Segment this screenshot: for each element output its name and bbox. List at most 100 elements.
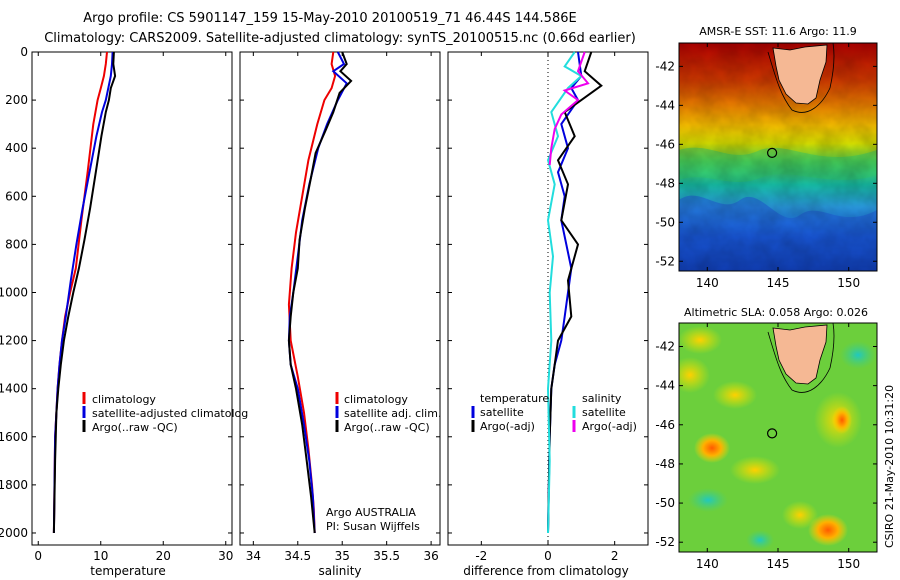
y-tick-label: 0: [20, 45, 28, 59]
lat-tick-label: -52: [655, 254, 675, 268]
x-tick-label: 2: [611, 549, 619, 563]
sla-lon-ticks: 140 145 150: [696, 323, 860, 571]
x-tick-label: 35.5: [373, 549, 400, 563]
sst-map: AMSR-E SST: 11.6 Argo: 11.9 -42 -44 -46 -48…: [655, 25, 878, 290]
salinity-panel: 34 34.5 35 35.5 36 salinity climatology sate…: [239, 51, 441, 578]
lon-tick-label: 150: [837, 557, 860, 571]
argo-float-marker: [766, 428, 778, 439]
depth-axis-ticks: 0 200 400 600 800 1000 1200 1400 1600 1800 2000: [0, 45, 648, 540]
x-tick-label: 30: [218, 549, 233, 563]
sla-anomaly-blob: [832, 406, 852, 434]
y-tick-label: 600: [5, 189, 28, 203]
y-tick-label: 1200: [0, 334, 28, 348]
x-tick-label: 36: [423, 549, 438, 563]
legend-argo-label: Argo(..raw -QC): [344, 421, 430, 434]
sla-lat-ticks: -42 -44 -46 -48 -50 -52: [655, 339, 877, 549]
salinity-axis-label: salinity: [318, 564, 361, 578]
lon-tick-label: 145: [767, 276, 790, 290]
x-tick-label: -2: [475, 549, 487, 563]
temperature-axis-label: temperature: [90, 564, 165, 578]
legend-temperature-title: temperature: [480, 392, 549, 405]
sla-map-title: Altimetric SLA: 0.058 Argo: 0.026: [684, 306, 868, 319]
salinity-legend: climatology satellite adj. clim. Argo(..…: [335, 392, 441, 434]
lat-tick-label: -50: [655, 496, 675, 510]
difference-panel: -2 0 2 difference from climatology tempera…: [447, 51, 649, 578]
sla-anomaly-blob: [782, 501, 818, 529]
series-line-salinity-argo-adj: [548, 51, 590, 166]
x-tick-label: 10: [93, 549, 108, 563]
lat-tick-label: -48: [655, 457, 675, 471]
y-tick-label: 1000: [0, 285, 28, 299]
y-tick-label: 800: [5, 237, 28, 251]
legend-temp-satellite-label: satellite: [480, 406, 524, 419]
tasmania-land: [772, 324, 828, 385]
difference-axis-ticks: -2 0 2: [475, 52, 618, 563]
series-line-argo-raw-qc: [287, 51, 353, 534]
series-line-argo-raw-qc: [52, 51, 117, 534]
lat-tick-label: -46: [655, 137, 675, 151]
y-tick-label: 1600: [0, 430, 28, 444]
legend-satellite-label: satellite-adjusted climatolog: [92, 407, 248, 420]
lat-tick-label: -50: [655, 215, 675, 229]
argo-float-marker: [766, 147, 778, 158]
lat-tick-label: -42: [655, 59, 675, 73]
sla-anomaly-blob: [730, 456, 780, 484]
tasmania-land: [772, 44, 828, 105]
sla-anomaly-blob: [808, 514, 848, 546]
legend-climatology-label: climatology: [344, 393, 408, 406]
x-tick-label: 34: [246, 549, 261, 563]
lon-tick-label: 140: [696, 557, 719, 571]
legend-sal-satellite-label: satellite: [582, 406, 626, 419]
sst-lat-ticks: -42 -44 -46 -48 -50 -52: [655, 59, 877, 268]
legend-satellite-label: satellite adj. clim.: [344, 407, 441, 420]
legend-salinity-title: salinity: [582, 392, 622, 405]
lon-tick-label: 145: [767, 557, 790, 571]
y-tick-label: 1400: [0, 382, 28, 396]
sla-anomaly-blob: [840, 341, 876, 369]
y-tick-label: 400: [5, 141, 28, 155]
sla-anomaly-blob: [679, 357, 710, 393]
lat-tick-label: -52: [655, 535, 675, 549]
y-tick-label: 1800: [0, 478, 28, 492]
sst-map-title: AMSR-E SST: 11.6 Argo: 11.9: [699, 25, 857, 38]
figure-title-line1: Argo profile: CS 5901147_159 15-May-2010…: [83, 11, 576, 26]
y-tick-label: 2000: [0, 526, 28, 540]
lon-tick-label: 140: [696, 276, 719, 290]
sla-anomaly-blob: [746, 530, 774, 550]
sla-anomaly-blob: [694, 433, 730, 463]
sla-anomaly-blob: [713, 381, 757, 409]
difference-legend: temperature satellite Argo(-adj) salinit…: [471, 392, 637, 433]
salinity-series-lines: [287, 51, 353, 534]
x-tick-label: 20: [156, 549, 171, 563]
sla-anomaly-blob: [679, 326, 722, 354]
bathymetry-contour: [767, 323, 835, 393]
x-tick-label: 0: [34, 549, 42, 563]
series-line-salinity-satellite: [546, 51, 583, 534]
lat-tick-label: -48: [655, 176, 675, 190]
series-line-temperature-argo-adj: [547, 51, 603, 534]
difference-series-lines: [546, 51, 603, 534]
y-tick-label: 200: [5, 93, 28, 107]
bathymetry-contour: [767, 43, 835, 113]
sst-lon-ticks: 140 145 150: [696, 43, 860, 290]
legend-argo-label: Argo(..raw -QC): [92, 421, 178, 434]
lat-tick-label: -46: [655, 418, 675, 432]
x-tick-label: 0: [544, 549, 552, 563]
x-tick-label: 35: [335, 549, 350, 563]
salinity-axis-ticks: 34 34.5 35 35.5 36: [246, 52, 439, 563]
figure-title-line2: Climatology: CARS2009. Satellite-adjuste…: [44, 31, 636, 46]
argo-note-pi: PI: Susan Wijffels: [326, 520, 420, 533]
temperature-axis-ticks: 0 10 20 30: [34, 52, 233, 563]
lon-tick-label: 150: [837, 276, 860, 290]
credit-timestamp: CSIRO 21-May-2010 10:31:20: [883, 385, 896, 548]
series-line-temperature-satellite: [547, 51, 583, 534]
lat-tick-label: -44: [655, 98, 675, 112]
sla-anomaly-blob: [688, 488, 728, 512]
temperature-series-lines: [52, 51, 117, 534]
lat-tick-label: -42: [655, 339, 675, 353]
sst-texture: [679, 43, 877, 271]
legend-climatology-label: climatology: [92, 393, 156, 406]
lat-tick-label: -44: [655, 379, 675, 393]
